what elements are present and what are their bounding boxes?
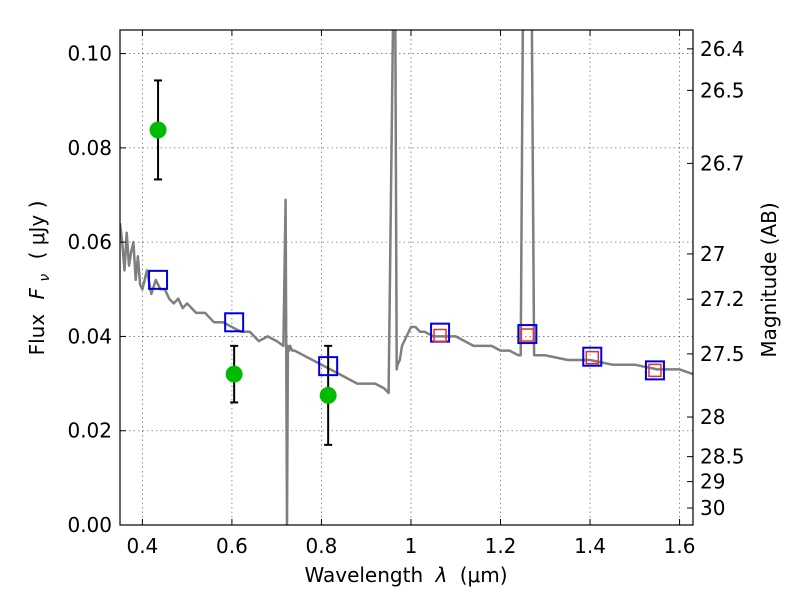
y2-tick-label: 26.5 bbox=[700, 78, 745, 102]
y-axis-label-subscript: ν bbox=[37, 274, 53, 282]
y2-tick-label: 28.5 bbox=[700, 445, 745, 469]
y-axis-label-unit: ( μJy ) bbox=[25, 201, 49, 260]
limit-point bbox=[433, 328, 447, 343]
observed-point bbox=[319, 386, 337, 404]
tick-layer: 0.4 0.6 0.8 1 1.2 1.4 1.6 0.00 0.02 0.04 0.06 0.08 0… bbox=[67, 30, 745, 558]
x-axis-label: Wavelength λ (μm) bbox=[304, 563, 507, 587]
x-tick-label: 1 bbox=[405, 534, 418, 558]
y2-tick-label: 30 bbox=[700, 496, 725, 520]
y2-tick-label: 28 bbox=[700, 405, 725, 429]
y2-tick-label: 29 bbox=[700, 470, 725, 494]
plot-area bbox=[120, 30, 693, 525]
grid-layer bbox=[120, 30, 693, 526]
observed-point bbox=[149, 121, 167, 139]
model-point bbox=[148, 269, 169, 290]
y2-axis-label: Magnitude (AB) bbox=[757, 202, 781, 357]
x-tick-label: 0.8 bbox=[306, 534, 338, 558]
y2-tick-label: 26.7 bbox=[700, 151, 745, 175]
x-tick-label: 1.2 bbox=[485, 534, 517, 558]
limit-point bbox=[585, 350, 600, 365]
y-axis-label: Flux F ν ( μJy ) bbox=[25, 201, 54, 356]
y-axis-label-prefix: Flux bbox=[25, 314, 49, 356]
limit-point bbox=[520, 328, 535, 342]
x-axis-label-unit: (μm) bbox=[460, 563, 508, 587]
limit-point bbox=[648, 363, 662, 378]
y2-tick-label: 26.4 bbox=[700, 37, 745, 61]
y2-tick-label: 27.5 bbox=[700, 342, 745, 366]
x-axis-label-prefix: Wavelength bbox=[304, 563, 423, 587]
model-point bbox=[318, 356, 339, 377]
marker-layer bbox=[148, 79, 665, 446]
model-point bbox=[224, 312, 245, 333]
y2-tick-label: 27 bbox=[700, 242, 725, 266]
x-tick-label: 1.4 bbox=[574, 534, 606, 558]
y-tick-label: 0.00 bbox=[67, 513, 112, 537]
x-axis-label-symbol: λ bbox=[435, 563, 448, 587]
model-point bbox=[517, 324, 538, 345]
y-tick-label: 0.06 bbox=[67, 230, 112, 254]
y-axis-label-symbol: F bbox=[25, 287, 49, 299]
model-point bbox=[644, 360, 665, 381]
y-tick-label: 0.04 bbox=[67, 324, 112, 348]
spectrum-line bbox=[120, 30, 693, 525]
y2-tick-label: 27.2 bbox=[700, 287, 745, 311]
model-point bbox=[582, 346, 603, 367]
observed-point bbox=[225, 365, 243, 383]
y-tick-label: 0.02 bbox=[67, 419, 112, 443]
plot-frame bbox=[119, 29, 694, 526]
x-tick-label: 0.6 bbox=[216, 534, 248, 558]
y-tick-label: 0.10 bbox=[67, 42, 112, 66]
x-tick-label: 0.4 bbox=[126, 534, 158, 558]
x-tick-label: 1.6 bbox=[664, 534, 696, 558]
y-tick-label: 0.08 bbox=[67, 136, 112, 160]
